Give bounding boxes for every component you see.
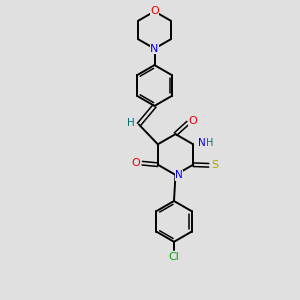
Text: O: O [132, 158, 141, 168]
Text: O: O [188, 116, 197, 126]
Text: O: O [150, 6, 159, 16]
Text: S: S [211, 160, 218, 170]
Text: Cl: Cl [169, 252, 179, 262]
Text: H: H [127, 118, 134, 128]
Text: N: N [150, 44, 159, 54]
Text: H: H [206, 137, 213, 148]
Text: N: N [175, 170, 183, 181]
Text: N: N [198, 137, 206, 148]
